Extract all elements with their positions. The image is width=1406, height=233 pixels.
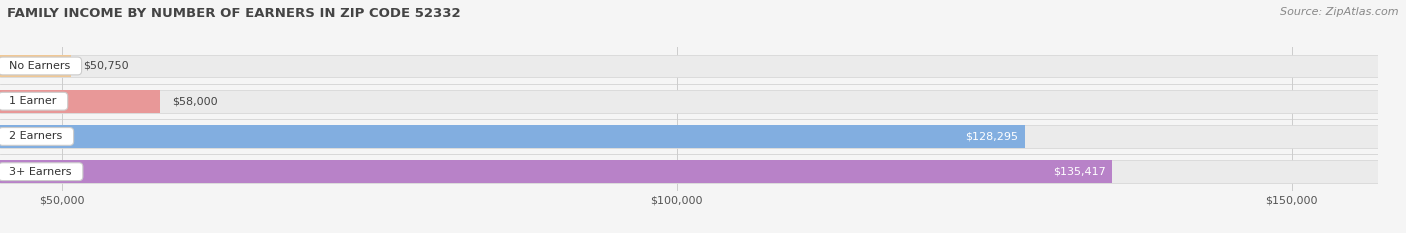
Text: $50,750: $50,750 [83, 61, 129, 71]
Text: $58,000: $58,000 [173, 96, 218, 106]
Bar [0, 160, 1378, 183]
Bar [0, 125, 1025, 148]
Text: 1 Earner: 1 Earner [3, 96, 63, 106]
Text: 3+ Earners: 3+ Earners [3, 167, 79, 177]
Bar [0, 125, 1378, 148]
Bar [0, 90, 160, 113]
Text: No Earners: No Earners [3, 61, 77, 71]
Text: FAMILY INCOME BY NUMBER OF EARNERS IN ZIP CODE 52332: FAMILY INCOME BY NUMBER OF EARNERS IN ZI… [7, 7, 461, 20]
Bar [0, 55, 1378, 77]
Bar [0, 90, 1378, 113]
Text: Source: ZipAtlas.com: Source: ZipAtlas.com [1281, 7, 1399, 17]
Text: $135,417: $135,417 [1053, 167, 1107, 177]
Text: 2 Earners: 2 Earners [3, 131, 70, 141]
Bar [0, 160, 1112, 183]
Bar [0, 55, 70, 77]
Text: $128,295: $128,295 [966, 131, 1018, 141]
